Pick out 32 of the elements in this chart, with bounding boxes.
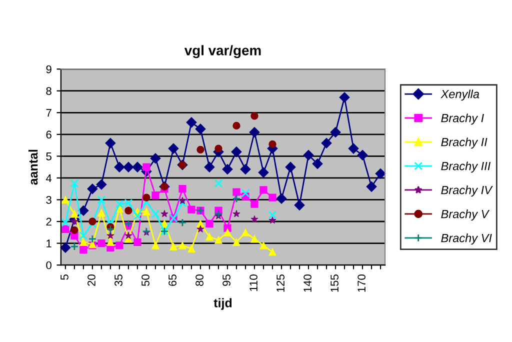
x-tick-label: 140 [304,274,312,292]
x-tick-label: 5 [60,274,68,280]
y-tick-label: 0 [46,261,52,270]
legend-label: Brachy I [441,114,484,125]
x-tick-label: 155 [330,274,338,292]
y-tick-label: 2 [46,218,52,226]
legend-label: Brachy IV [441,186,493,197]
x-tick-label: 95 [222,274,230,286]
legend-label: Brachy II [441,138,488,149]
x-tick-label: 50 [142,274,150,286]
y-tick-label: 1 [46,240,52,248]
x-tick-label: 35 [114,274,122,286]
x-tick-label: 125 [276,274,284,292]
x-tick-label: 170 [358,274,366,292]
x-tick-label: 65 [168,274,176,286]
y-tick-label: 5 [46,152,52,160]
y-tick-label: 7 [46,109,52,117]
y-tick-label: 8 [46,87,52,95]
x-tick-label: 110 [250,274,258,291]
legend-label: Brachy V [441,210,490,221]
y-axis-title: aantal [28,150,38,185]
chart-title: vgl var/gem [184,45,261,58]
x-axis-title: tijd [214,298,232,310]
x-tick-label: 20 [88,274,96,286]
legend-label: Xenylla [440,90,480,101]
y-tick-label: 3 [46,196,52,204]
y-tick-label: 6 [46,130,52,139]
x-tick-label: 80 [196,274,204,286]
y-tick-label: 4 [46,174,52,182]
legend-label: Brachy VI [441,234,492,245]
legend-label: Brachy III [441,162,491,173]
y-tick-label: 9 [46,65,52,74]
